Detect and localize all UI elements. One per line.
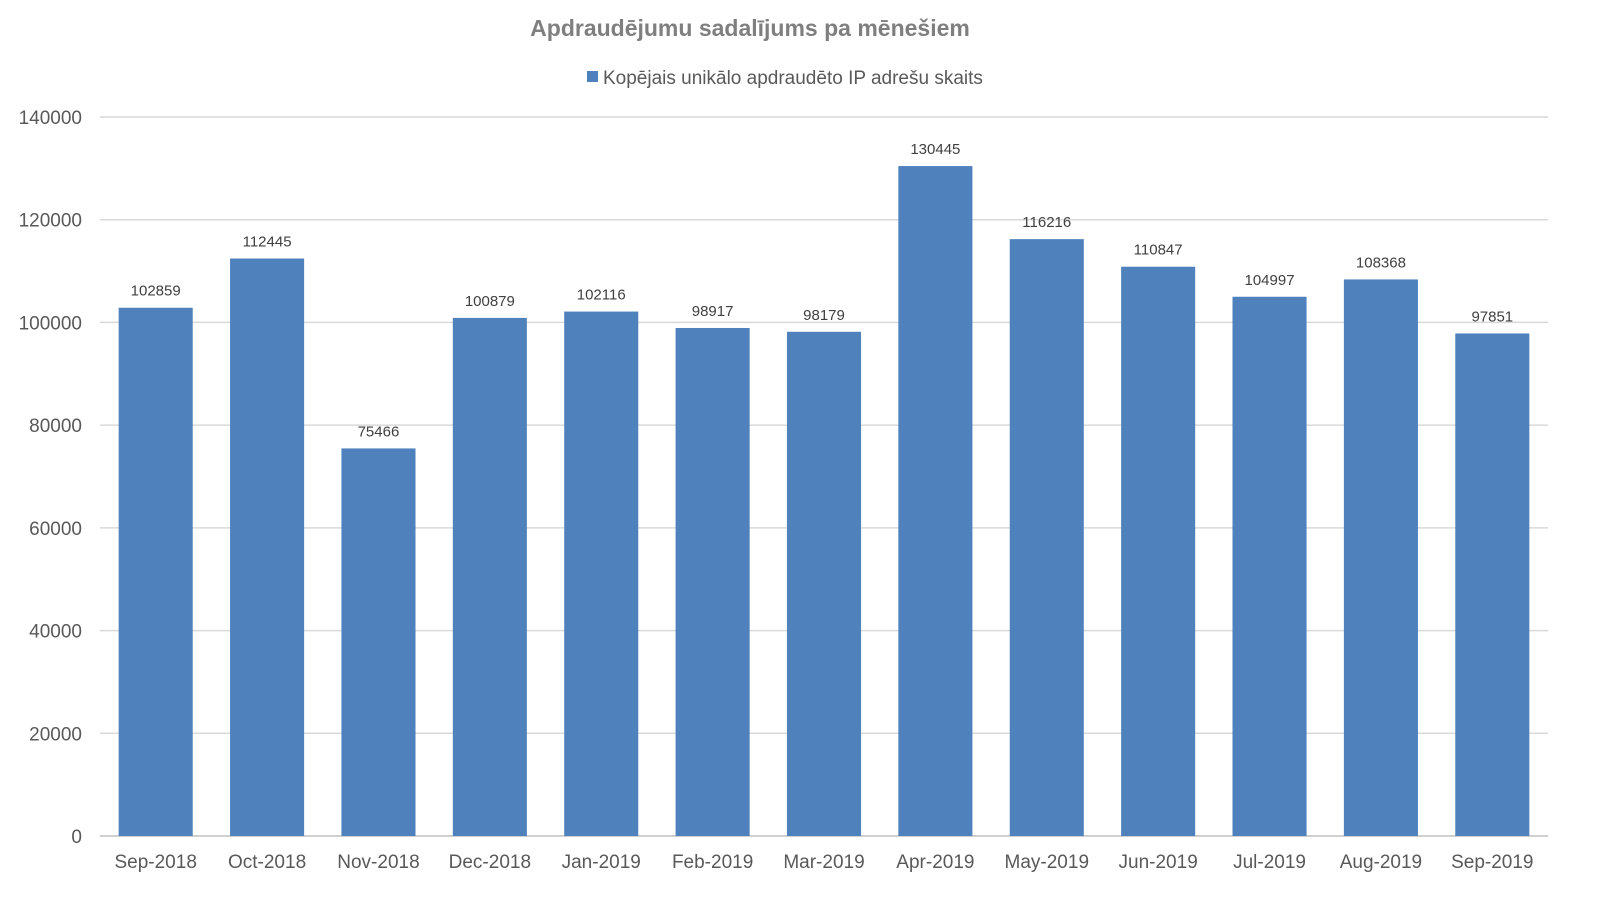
bar [341, 448, 416, 836]
x-tick-label: Oct-2018 [228, 852, 306, 873]
data-label: 102859 [131, 283, 181, 300]
x-tick-label: Jul-2019 [1233, 852, 1306, 873]
chart-title: Apdraudējumu sadalījums pa mēnešiem [530, 15, 970, 41]
bar [1121, 266, 1196, 837]
x-tick-label: Feb-2019 [672, 852, 753, 873]
x-tick-label: Apr-2019 [896, 852, 974, 873]
bar [1455, 333, 1530, 836]
data-label: 108368 [1356, 254, 1406, 271]
data-label: 102116 [577, 287, 626, 304]
data-label: 98917 [692, 303, 734, 320]
bar [452, 317, 527, 836]
y-tick-label: 100000 [19, 313, 82, 334]
x-tick-label: Sep-2018 [114, 852, 196, 873]
legend-swatch [587, 71, 598, 82]
x-tick-label: Dec-2018 [449, 852, 531, 873]
legend: Kopējais unikālo apdraudēto IP adrešu sk… [587, 68, 983, 89]
bar [1232, 296, 1307, 837]
y-tick-label: 80000 [29, 416, 82, 437]
bar [898, 166, 973, 836]
bar [230, 258, 305, 836]
bar [675, 327, 750, 836]
data-label: 75466 [358, 423, 400, 440]
x-tick-label: Jun-2019 [1119, 852, 1198, 873]
data-label: 112445 [243, 234, 292, 251]
bar [1009, 239, 1084, 836]
bar [118, 307, 193, 836]
y-tick-label: 40000 [29, 622, 82, 643]
data-labels: 102859 112445 75466 100879 102116 98917 98179 1… [131, 141, 1514, 440]
x-tick-label: Nov-2018 [337, 852, 419, 873]
y-tick-label: 120000 [19, 211, 82, 232]
x-axis-ticks: Sep-2018 Oct-2018 Nov-2018 Dec-2018 Jan-2019… [114, 852, 1533, 873]
legend-label: Kopējais unikālo apdraudēto IP adrešu sk… [603, 68, 983, 89]
x-tick-label: Aug-2019 [1340, 852, 1422, 873]
data-label: 104997 [1245, 272, 1295, 289]
y-tick-label: 140000 [19, 108, 82, 129]
bar [564, 311, 639, 836]
data-label: 110847 [1134, 242, 1183, 259]
x-tick-label: Sep-2019 [1451, 852, 1533, 873]
y-tick-label: 60000 [29, 519, 82, 540]
data-label: 98179 [803, 307, 845, 324]
y-axis-ticks: 0 20000 40000 60000 80000 100000 120000 140000 [19, 108, 82, 848]
data-label: 130445 [910, 141, 960, 158]
bar [1343, 279, 1418, 837]
data-label: 116216 [1022, 214, 1071, 231]
x-tick-label: May-2019 [1005, 852, 1090, 873]
data-label: 97851 [1471, 308, 1513, 325]
bars [118, 166, 1530, 837]
x-tick-label: Jan-2019 [562, 852, 641, 873]
y-tick-label: 20000 [29, 724, 82, 745]
y-tick-label: 0 [71, 827, 82, 848]
bar [786, 331, 862, 836]
data-label: 100879 [465, 293, 515, 310]
x-tick-label: Mar-2019 [783, 852, 864, 873]
